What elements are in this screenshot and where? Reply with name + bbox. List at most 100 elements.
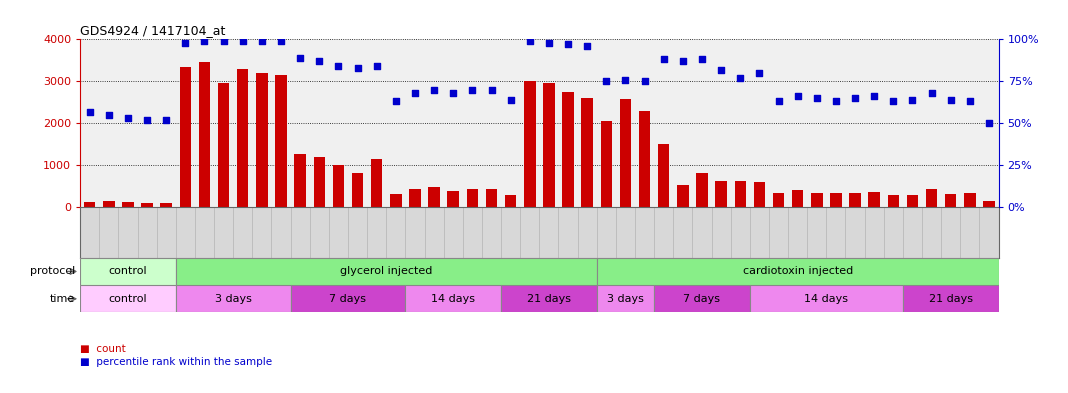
- Bar: [276, 75, 286, 207]
- Text: 7 days: 7 days: [330, 294, 366, 304]
- Bar: [581, 98, 593, 207]
- Text: ■  count: ■ count: [80, 344, 126, 354]
- Text: control: control: [109, 266, 147, 276]
- Bar: [218, 83, 230, 207]
- Text: 14 days: 14 days: [431, 294, 475, 304]
- Bar: [486, 189, 498, 207]
- Point: [579, 43, 596, 49]
- Bar: [639, 111, 650, 207]
- Point: [120, 115, 137, 121]
- Bar: [773, 193, 784, 207]
- Point: [655, 56, 672, 62]
- Bar: [314, 157, 325, 207]
- Text: 3 days: 3 days: [215, 294, 252, 304]
- Point: [828, 98, 845, 105]
- Point: [980, 120, 998, 127]
- Point: [368, 63, 386, 69]
- Bar: [888, 195, 899, 207]
- Bar: [467, 189, 478, 207]
- Bar: [505, 195, 516, 207]
- Bar: [597, 258, 999, 285]
- Text: protocol: protocol: [30, 266, 75, 276]
- Bar: [735, 181, 745, 207]
- Point: [234, 38, 251, 44]
- Bar: [600, 121, 612, 207]
- Point: [253, 38, 270, 44]
- Point: [693, 56, 710, 62]
- Point: [330, 63, 347, 69]
- Point: [292, 55, 309, 61]
- Bar: [256, 73, 268, 207]
- Text: time: time: [49, 294, 75, 304]
- Point: [502, 97, 519, 103]
- Point: [712, 66, 729, 73]
- Point: [866, 93, 883, 99]
- Bar: [754, 182, 765, 207]
- Text: cardiotoxin injected: cardiotoxin injected: [742, 266, 852, 276]
- Point: [349, 65, 366, 71]
- Text: ■  percentile rank within the sample: ■ percentile rank within the sample: [80, 358, 272, 367]
- Bar: [160, 203, 172, 207]
- Text: glycerol injected: glycerol injected: [340, 266, 433, 276]
- Bar: [237, 69, 249, 207]
- Bar: [141, 203, 153, 207]
- Point: [770, 98, 787, 105]
- Point: [388, 98, 405, 105]
- Bar: [677, 185, 689, 207]
- Bar: [409, 189, 421, 207]
- Point: [100, 112, 117, 118]
- Bar: [597, 285, 654, 312]
- Point: [560, 41, 577, 48]
- Text: GDS4924 / 1417104_at: GDS4924 / 1417104_at: [80, 24, 225, 37]
- Bar: [80, 285, 176, 312]
- Bar: [830, 193, 842, 207]
- Point: [464, 86, 481, 93]
- Bar: [351, 173, 363, 207]
- Point: [961, 98, 978, 105]
- Point: [637, 78, 654, 84]
- Point: [617, 77, 634, 83]
- Bar: [406, 285, 501, 312]
- Bar: [390, 194, 402, 207]
- Bar: [371, 159, 382, 207]
- Point: [215, 38, 232, 44]
- Point: [483, 86, 500, 93]
- Point: [177, 40, 194, 46]
- Point: [789, 93, 806, 99]
- Bar: [176, 285, 290, 312]
- Bar: [290, 285, 406, 312]
- Point: [158, 117, 175, 123]
- Bar: [524, 81, 535, 207]
- Bar: [176, 258, 597, 285]
- Bar: [501, 285, 597, 312]
- Bar: [428, 187, 440, 207]
- Bar: [199, 62, 210, 207]
- Bar: [849, 193, 861, 207]
- Point: [884, 98, 901, 105]
- Point: [808, 95, 826, 101]
- Bar: [80, 258, 176, 285]
- Bar: [654, 285, 750, 312]
- Text: 14 days: 14 days: [804, 294, 848, 304]
- Bar: [868, 192, 880, 207]
- Bar: [926, 189, 938, 207]
- Point: [521, 38, 538, 44]
- Point: [847, 95, 864, 101]
- Point: [139, 117, 156, 123]
- Bar: [179, 66, 191, 207]
- Bar: [750, 285, 902, 312]
- Text: 21 days: 21 days: [929, 294, 973, 304]
- Point: [674, 58, 691, 64]
- Bar: [103, 201, 114, 207]
- Bar: [984, 201, 994, 207]
- Bar: [295, 154, 305, 207]
- Point: [311, 58, 328, 64]
- Point: [732, 75, 749, 81]
- Bar: [964, 193, 976, 207]
- Text: 3 days: 3 days: [607, 294, 644, 304]
- Point: [923, 90, 940, 96]
- Bar: [696, 173, 708, 207]
- Point: [942, 97, 959, 103]
- Point: [598, 78, 615, 84]
- Bar: [84, 202, 95, 207]
